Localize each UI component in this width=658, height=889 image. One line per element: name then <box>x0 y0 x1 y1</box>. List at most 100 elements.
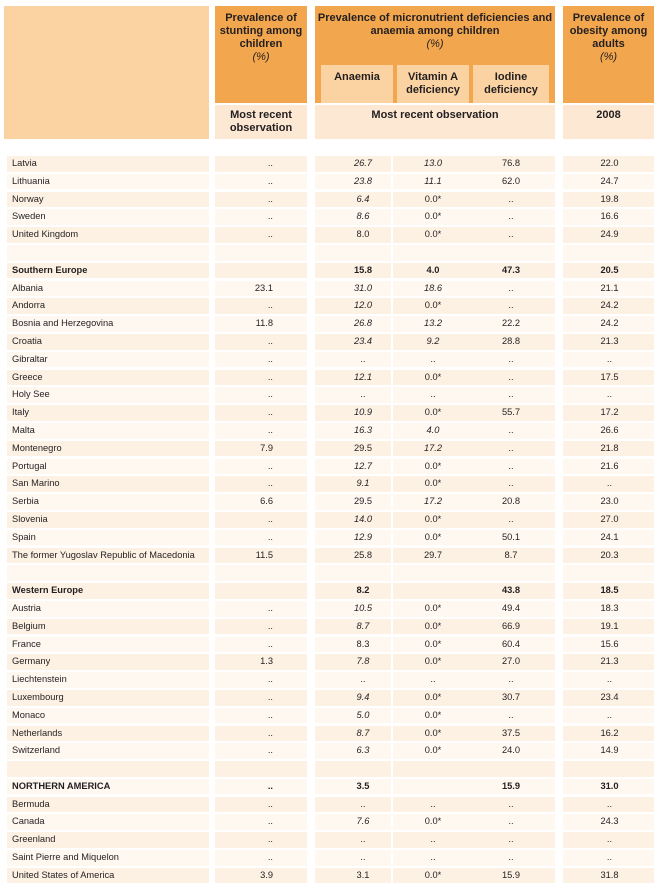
stunting-cell: .. <box>215 458 307 475</box>
iodine-cell: .. <box>473 832 555 848</box>
country-cell: Andorra <box>7 298 209 314</box>
stunting-cell: .. <box>215 369 307 386</box>
obesity-cell: 20.5 <box>563 262 654 279</box>
country-cell: Greenland <box>7 832 209 848</box>
stunting-cell: .. <box>215 814 307 831</box>
stunting-cell: .. <box>215 796 307 813</box>
vitamin-a-cell: 0.0* <box>393 725 473 742</box>
obesity-cell: 20.3 <box>563 547 654 564</box>
table-row: Croatia.. 23.4 9.2 28.8 21.3 <box>0 333 658 351</box>
iodine-cell: .. <box>473 227 555 243</box>
obesity-cell: 21.8 <box>563 440 654 457</box>
anaemia-cell: 8.3 <box>315 636 391 653</box>
anaemia-cell: 29.5 <box>315 440 391 457</box>
vitamin-a-cell: 0.0* <box>393 476 473 492</box>
stunting-cell: 1.3 <box>215 654 307 670</box>
micronutrient-observation-label: Most recent observation <box>315 105 555 139</box>
table-row: Switzerland.. 6.3 0.0* 24.0 14.9 <box>0 742 658 760</box>
table-row: Luxembourg.. 9.4 0.0* 30.7 23.4 <box>0 689 658 707</box>
vitamin-a-cell: 4.0 <box>393 422 473 439</box>
stunting-cell <box>215 583 307 599</box>
stunting-cell <box>215 244 307 261</box>
vitamin-a-cell: 13.0 <box>393 156 473 172</box>
vitamin-a-cell: .. <box>393 672 473 688</box>
iodine-cell: 50.1 <box>473 529 555 546</box>
obesity-cell: 21.3 <box>563 654 654 670</box>
stunting-cell: .. <box>215 618 307 635</box>
anaemia-cell: 8.0 <box>315 227 391 243</box>
spacer-row <box>0 760 658 778</box>
country-cell: Malta <box>7 422 209 439</box>
stunting-cell: .. <box>215 351 307 368</box>
vitamin-a-cell: 0.0* <box>393 743 473 759</box>
iodine-cell: .. <box>473 209 555 225</box>
iodine-cell: .. <box>473 511 555 528</box>
vitamin-a-cell <box>393 778 473 795</box>
obesity-cell: 26.6 <box>563 422 654 439</box>
iodine-cell: 66.9 <box>473 618 555 635</box>
vitamin-a-cell: 17.2 <box>393 494 473 510</box>
vitamin-a-cell: .. <box>393 387 473 403</box>
country-cell: Switzerland <box>7 743 209 759</box>
iodine-cell: .. <box>473 298 555 314</box>
obesity-cell: 19.1 <box>563 618 654 635</box>
table-row: Netherlands.. 8.7 0.0* 37.5 16.2 <box>0 725 658 743</box>
table-row: United States of America 3.9 3.1 0.0* 15.9 31… <box>0 867 658 885</box>
table-row: Bosnia and Herzegovina 11.8 26.8 13.2 22.2 24… <box>0 315 658 333</box>
table-row: Sweden.. 8.6 0.0*.. 16.6 <box>0 208 658 226</box>
anaemia-cell: 12.1 <box>315 369 391 386</box>
table-row: Greece.. 12.1 0.0*.. 17.5 <box>0 369 658 387</box>
vitamin-a-cell <box>393 565 473 581</box>
anaemia-cell: 3.5 <box>315 778 391 795</box>
region-row: NORTHERN AMERICA.. 3.5 15.9 31.0 <box>0 778 658 796</box>
country-cell: United Kingdom <box>7 227 209 243</box>
iodine-cell: .. <box>473 476 555 492</box>
anaemia-cell: .. <box>315 351 391 368</box>
country-cell: Spain <box>7 529 209 546</box>
stunting-cell: .. <box>215 689 307 706</box>
table-row: Serbia 6.6 29.5 17.2 20.8 23.0 <box>0 493 658 511</box>
obesity-cell: 22.0 <box>563 156 654 172</box>
country-cell: Saint Pierre and Miquelon <box>7 850 209 866</box>
country-cell: Bermuda <box>7 796 209 813</box>
stunting-cell: .. <box>215 511 307 528</box>
country-cell: Gibraltar <box>7 351 209 368</box>
obesity-header-unit: (%) <box>599 51 618 63</box>
anaemia-cell: .. <box>315 672 391 688</box>
country-cell: Southern Europe <box>7 262 209 279</box>
stunting-cell: 11.8 <box>215 316 307 332</box>
stunting-cell: .. <box>215 672 307 688</box>
vitamin-a-cell: 0.0* <box>393 458 473 475</box>
iodine-cell: .. <box>473 707 555 724</box>
country-cell: Liechtenstein <box>7 672 209 688</box>
country-cell: Luxembourg <box>7 689 209 706</box>
iodine-cell: .. <box>473 280 555 297</box>
iodine-cell: 37.5 <box>473 725 555 742</box>
country-cell <box>7 244 209 261</box>
table-row: Norway.. 6.4 0.0*.. 19.8 <box>0 191 658 209</box>
country-cell: The former Yugoslav Republic of Macedoni… <box>7 547 209 564</box>
table-row: Lithuania.. 23.8 11.1 62.0 24.7 <box>0 173 658 191</box>
stunting-cell: .. <box>215 600 307 617</box>
stunting-cell: .. <box>215 743 307 759</box>
stunting-cell: .. <box>215 422 307 439</box>
stunting-cell: .. <box>215 778 307 795</box>
table-row: The former Yugoslav Republic of Macedoni… <box>0 547 658 565</box>
country-cell: Montenegro <box>7 440 209 457</box>
anaemia-subheader: Anaemia <box>321 65 393 103</box>
stunting-cell: .. <box>215 529 307 546</box>
iodine-cell: 15.9 <box>473 867 555 884</box>
table-row: Germany 1.3 7.8 0.0* 27.0 21.3 <box>0 653 658 671</box>
table-row: Liechtenstein.......... <box>0 671 658 689</box>
obesity-cell: 31.0 <box>563 778 654 795</box>
vitamin-a-cell: 0.0* <box>393 529 473 546</box>
spacer-row <box>0 244 658 262</box>
stunting-cell: 11.5 <box>215 547 307 564</box>
vitamin-a-cell: .. <box>393 796 473 813</box>
vitamin-a-cell: 13.2 <box>393 316 473 332</box>
iodine-cell: .. <box>473 351 555 368</box>
obesity-cell: 15.6 <box>563 636 654 653</box>
stunting-cell: .. <box>215 476 307 492</box>
obesity-year-label: 2008 <box>563 105 654 139</box>
vitamin-a-cell: 0.0* <box>393 405 473 421</box>
